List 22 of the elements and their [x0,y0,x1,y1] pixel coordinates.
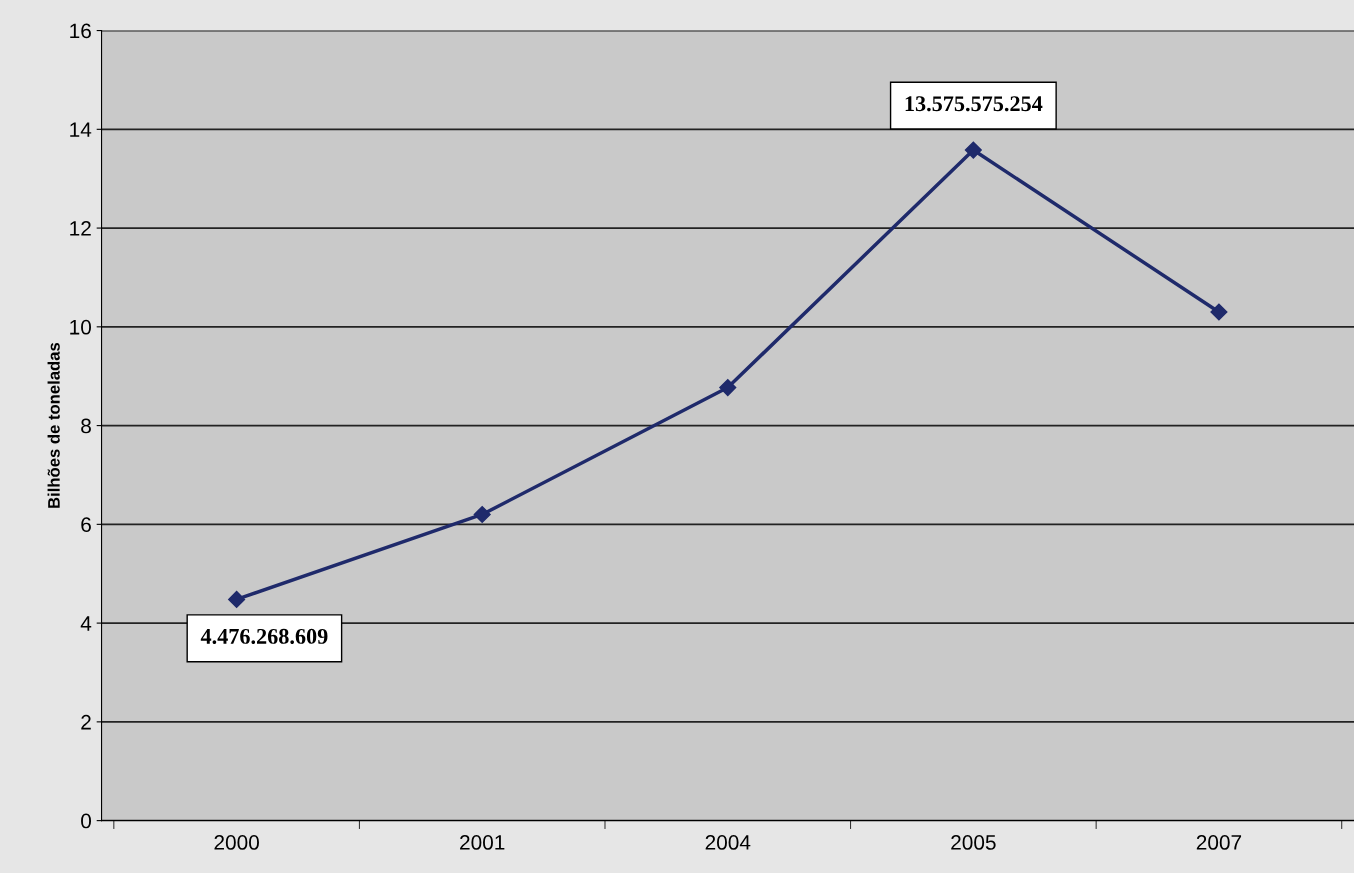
y-tick-label: 2 [81,714,91,730]
y-tick-label: 14 [70,122,92,137]
y-tick-label: 6 [81,517,91,533]
point [964,141,982,159]
x-tick-label: 2001 [460,835,505,850]
x-tick-label: 2007 [1196,835,1242,850]
y-tick-label: 16 [70,23,91,39]
y-tick-label: 4 [80,616,92,631]
point [719,379,737,397]
x-tick-label: 2005 [951,835,996,850]
y-tick-label: 12 [70,221,91,236]
y-tick-label: 8 [81,418,91,434]
x-tick-label: 2000 [214,835,259,850]
point [1210,303,1228,321]
y-tick-label: 0 [81,813,92,829]
annotation: 4.476.268.609 [200,628,328,644]
y-tick-label: 10 [70,319,92,335]
point [473,505,491,524]
x-tick-label: 2004 [705,835,751,850]
annotation: 13.575.575.254 [905,96,1043,112]
y-axis-title: Bilhões de toneladas [47,342,60,508]
point [228,590,246,608]
